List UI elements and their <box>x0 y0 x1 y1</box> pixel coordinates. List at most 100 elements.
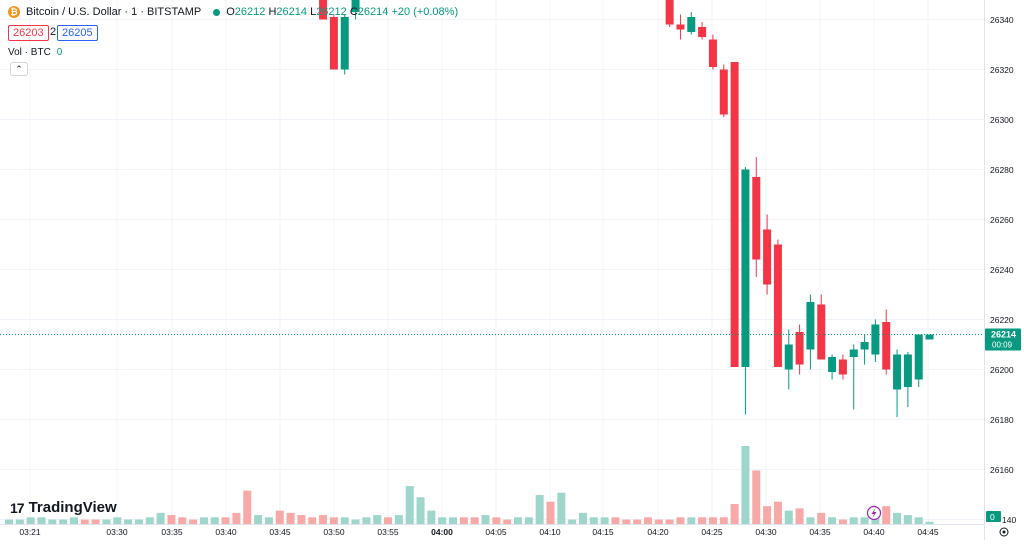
volume-bar <box>438 517 446 524</box>
price-tick-label: 26280 <box>990 165 1014 175</box>
symbol-title[interactable]: Bitcoin / U.S. Dollar · 1 · BITSTAMP <box>26 6 201 18</box>
symbol-legend[interactable]: ₿ Bitcoin / U.S. Dollar · 1 · BITSTAMP O… <box>8 6 458 18</box>
volume-bar <box>492 517 500 524</box>
volume-bar <box>157 513 165 524</box>
candle <box>709 40 717 68</box>
volume-bar <box>698 517 706 524</box>
close-value: 26214 <box>358 6 389 18</box>
sell-price-button[interactable]: 26203 <box>8 25 49 41</box>
price-tick-label: 26180 <box>990 415 1014 425</box>
time-tick-label: 03:40 <box>215 527 237 537</box>
open-label: O <box>226 6 235 18</box>
volume-bar <box>352 520 360 524</box>
volume-bar <box>189 520 197 524</box>
candle <box>687 17 695 32</box>
volume-bar <box>579 513 587 524</box>
candle <box>882 322 890 370</box>
price-tick-label: 26340 <box>990 15 1014 25</box>
volume-bar <box>644 517 652 524</box>
time-tick-label: 04:20 <box>647 527 669 537</box>
candle <box>698 27 706 37</box>
time-tick-label: 03:55 <box>377 527 399 537</box>
volume-bar <box>37 517 45 524</box>
volume-bar <box>254 515 262 524</box>
time-tick-label: 03:45 <box>269 527 291 537</box>
time-tick-label: 04:40 <box>863 527 885 537</box>
low-value: 26212 <box>316 6 347 18</box>
open-value: 26212 <box>235 6 266 18</box>
tradingview-logo-text: TradingView <box>29 499 117 516</box>
volume-bar <box>731 504 739 524</box>
candle <box>752 177 760 260</box>
time-tick-label: 04:45 <box>917 527 939 537</box>
time-tick-label: 04:10 <box>539 527 561 537</box>
volume-bar <box>449 517 457 524</box>
volume-bar <box>297 515 305 524</box>
volume-bar <box>48 520 56 524</box>
time-tick-label: 03:21 <box>19 527 41 537</box>
volume-bar <box>568 520 576 524</box>
volume-bar <box>741 446 749 524</box>
collapse-legend-button[interactable]: ⌃ <box>10 62 28 76</box>
buy-price-button[interactable]: 26205 <box>57 25 98 41</box>
candle <box>666 0 674 25</box>
volume-bar <box>319 515 327 524</box>
volume-bar <box>839 520 847 524</box>
gear-icon-center <box>1003 531 1006 534</box>
volume-bar <box>59 520 67 524</box>
volume-bar <box>850 517 858 524</box>
volume-bar <box>774 502 782 524</box>
candle <box>904 355 912 388</box>
candle <box>806 302 814 350</box>
price-tick-label: 26260 <box>990 215 1014 225</box>
market-open-status-icon <box>213 9 220 16</box>
volume-bar <box>200 517 208 524</box>
volume-bar <box>557 493 565 524</box>
volume-bar <box>135 520 143 524</box>
volume-bar <box>720 517 728 524</box>
price-tick-label: 26320 <box>990 65 1014 75</box>
volume-bar <box>5 520 13 524</box>
time-tick-label: 04:00 <box>431 527 453 537</box>
candle <box>741 170 749 368</box>
candle <box>330 17 338 70</box>
time-tick-label: 04:30 <box>755 527 777 537</box>
volume-bar <box>124 520 132 524</box>
bitcoin-icon: ₿ <box>8 6 20 18</box>
volume-bar <box>655 520 663 524</box>
price-tick-label: 26160 <box>990 465 1014 475</box>
volume-bar <box>211 517 219 524</box>
volume-legend[interactable]: Vol · BTC 0 <box>8 47 62 58</box>
candle <box>915 335 923 380</box>
candle <box>763 230 771 285</box>
volume-bar <box>709 517 717 524</box>
volume-bar <box>785 511 793 524</box>
volume-bar <box>417 497 425 524</box>
tradingview-logo[interactable]: 17 TradingView <box>10 499 117 516</box>
volume-bar <box>146 517 154 524</box>
change-value: +20 (+0.08%) <box>391 6 458 18</box>
volume-bar <box>590 517 598 524</box>
volume-bar <box>81 520 89 524</box>
candle <box>893 355 901 390</box>
last-price-label: 26214 <box>991 330 1016 340</box>
volume-label: Vol · BTC <box>8 47 51 58</box>
candle <box>850 350 858 358</box>
volume-bar <box>471 517 479 524</box>
volume-bar <box>806 517 814 524</box>
volume-bar <box>102 520 110 524</box>
volume-bar <box>167 515 175 524</box>
candle <box>720 70 728 115</box>
candle <box>839 360 847 375</box>
price-tick-label: 26240 <box>990 265 1014 275</box>
volume-bar <box>330 517 338 524</box>
volume-bar <box>222 517 230 524</box>
volume-bar <box>113 517 121 524</box>
volume-value: 0 <box>57 47 63 58</box>
price-tick-label: 140 <box>1002 515 1016 525</box>
volume-bar <box>406 486 414 524</box>
volume-bar <box>926 522 934 524</box>
volume-bar <box>395 515 403 524</box>
